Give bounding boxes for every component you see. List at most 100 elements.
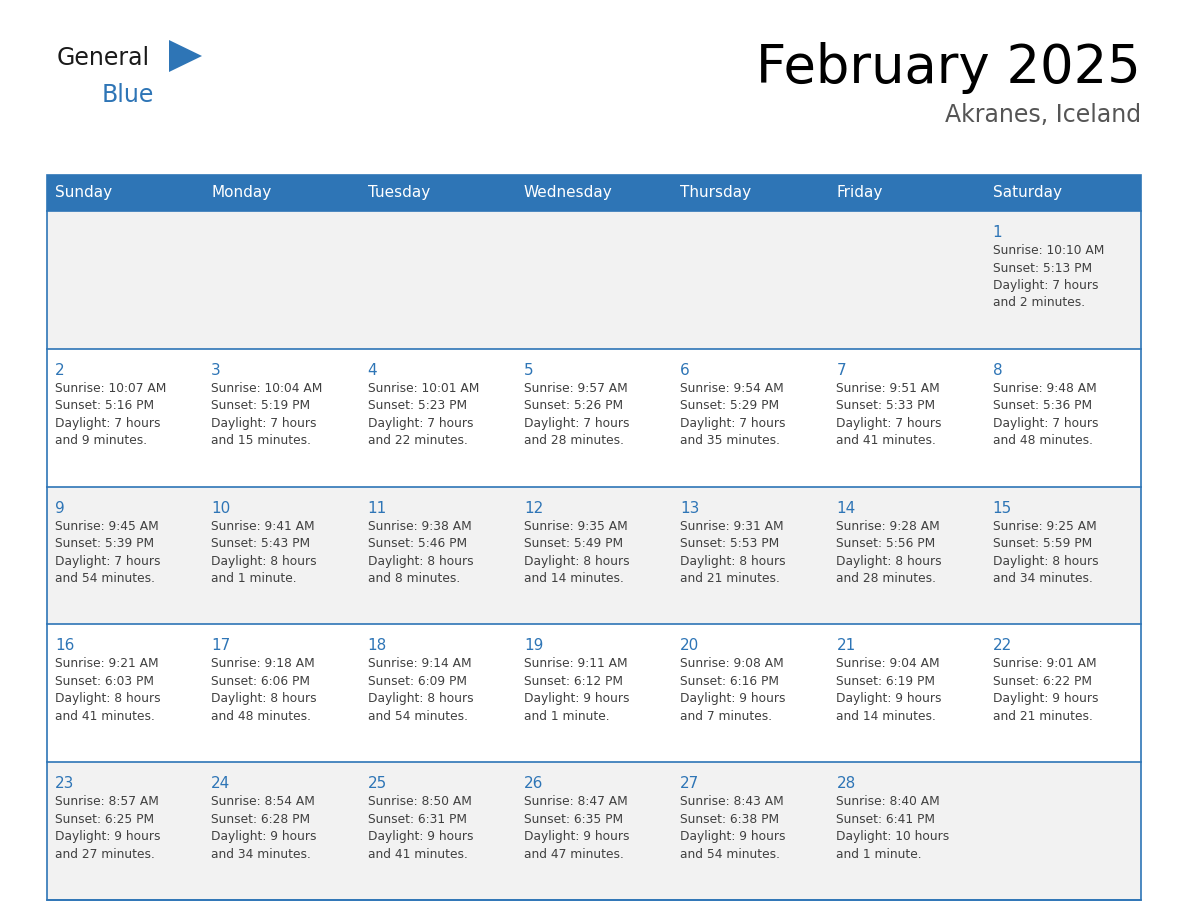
Text: Daylight: 7 hours: Daylight: 7 hours bbox=[524, 417, 630, 430]
Bar bbox=[360, 349, 516, 487]
Text: 1: 1 bbox=[993, 225, 1003, 240]
Text: Sunrise: 9:28 AM: Sunrise: 9:28 AM bbox=[836, 520, 940, 532]
Bar bbox=[672, 349, 828, 487]
Text: Sunset: 6:16 PM: Sunset: 6:16 PM bbox=[681, 675, 779, 688]
Text: Sunrise: 8:54 AM: Sunrise: 8:54 AM bbox=[211, 795, 315, 808]
Bar bbox=[672, 487, 828, 624]
Text: and 47 minutes.: and 47 minutes. bbox=[524, 847, 624, 861]
Text: Sunset: 6:31 PM: Sunset: 6:31 PM bbox=[367, 812, 467, 825]
Text: Wednesday: Wednesday bbox=[524, 185, 613, 200]
Bar bbox=[828, 762, 985, 900]
Text: Sunset: 5:59 PM: Sunset: 5:59 PM bbox=[993, 537, 1092, 550]
Bar bbox=[985, 211, 1140, 349]
Text: and 34 minutes.: and 34 minutes. bbox=[211, 847, 311, 861]
Text: Sunday: Sunday bbox=[55, 185, 112, 200]
Text: February 2025: February 2025 bbox=[757, 42, 1140, 94]
Text: 23: 23 bbox=[55, 777, 75, 791]
Text: and 41 minutes.: and 41 minutes. bbox=[367, 847, 467, 861]
Text: Sunset: 6:41 PM: Sunset: 6:41 PM bbox=[836, 812, 935, 825]
Text: and 27 minutes.: and 27 minutes. bbox=[55, 847, 154, 861]
Text: 6: 6 bbox=[681, 363, 690, 378]
Bar bbox=[828, 624, 985, 762]
Bar bbox=[985, 175, 1140, 211]
Text: Daylight: 8 hours: Daylight: 8 hours bbox=[524, 554, 630, 567]
Bar bbox=[203, 211, 360, 349]
Text: Daylight: 7 hours: Daylight: 7 hours bbox=[367, 417, 473, 430]
Text: 13: 13 bbox=[681, 500, 700, 516]
Text: Sunset: 5:29 PM: Sunset: 5:29 PM bbox=[681, 399, 779, 412]
Text: Daylight: 7 hours: Daylight: 7 hours bbox=[55, 417, 160, 430]
Bar bbox=[48, 175, 1140, 900]
Text: 14: 14 bbox=[836, 500, 855, 516]
Text: Daylight: 9 hours: Daylight: 9 hours bbox=[524, 692, 630, 705]
Bar bbox=[203, 349, 360, 487]
Text: Daylight: 8 hours: Daylight: 8 hours bbox=[367, 692, 473, 705]
Text: and 9 minutes.: and 9 minutes. bbox=[55, 434, 147, 447]
Text: Saturday: Saturday bbox=[993, 185, 1062, 200]
Bar bbox=[203, 624, 360, 762]
Bar bbox=[360, 762, 516, 900]
Bar bbox=[985, 349, 1140, 487]
Text: Daylight: 9 hours: Daylight: 9 hours bbox=[681, 692, 785, 705]
Text: Daylight: 7 hours: Daylight: 7 hours bbox=[993, 279, 1098, 292]
Text: Daylight: 9 hours: Daylight: 9 hours bbox=[524, 830, 630, 844]
Text: 15: 15 bbox=[993, 500, 1012, 516]
Text: Sunset: 6:38 PM: Sunset: 6:38 PM bbox=[681, 812, 779, 825]
Text: and 48 minutes.: and 48 minutes. bbox=[993, 434, 1093, 447]
Text: Sunrise: 9:41 AM: Sunrise: 9:41 AM bbox=[211, 520, 315, 532]
Text: Sunrise: 9:01 AM: Sunrise: 9:01 AM bbox=[993, 657, 1097, 670]
Text: Sunrise: 10:01 AM: Sunrise: 10:01 AM bbox=[367, 382, 479, 395]
Text: 24: 24 bbox=[211, 777, 230, 791]
Text: and 15 minutes.: and 15 minutes. bbox=[211, 434, 311, 447]
Text: and 54 minutes.: and 54 minutes. bbox=[681, 847, 781, 861]
Text: Friday: Friday bbox=[836, 185, 883, 200]
Text: Daylight: 7 hours: Daylight: 7 hours bbox=[681, 417, 785, 430]
Text: Daylight: 9 hours: Daylight: 9 hours bbox=[836, 692, 942, 705]
Text: Sunrise: 9:25 AM: Sunrise: 9:25 AM bbox=[993, 520, 1097, 532]
Text: Sunrise: 9:35 AM: Sunrise: 9:35 AM bbox=[524, 520, 627, 532]
Text: 2: 2 bbox=[55, 363, 64, 378]
Text: and 28 minutes.: and 28 minutes. bbox=[836, 572, 936, 585]
Text: Sunrise: 9:38 AM: Sunrise: 9:38 AM bbox=[367, 520, 472, 532]
Text: 5: 5 bbox=[524, 363, 533, 378]
Text: and 41 minutes.: and 41 minutes. bbox=[55, 710, 154, 722]
Text: Sunrise: 9:04 AM: Sunrise: 9:04 AM bbox=[836, 657, 940, 670]
Text: Daylight: 8 hours: Daylight: 8 hours bbox=[211, 692, 317, 705]
Bar bbox=[48, 762, 203, 900]
Bar bbox=[516, 349, 672, 487]
Text: Sunset: 5:16 PM: Sunset: 5:16 PM bbox=[55, 399, 154, 412]
Text: Sunrise: 9:11 AM: Sunrise: 9:11 AM bbox=[524, 657, 627, 670]
Bar bbox=[48, 349, 203, 487]
Text: Sunset: 5:33 PM: Sunset: 5:33 PM bbox=[836, 399, 936, 412]
Text: Sunrise: 8:40 AM: Sunrise: 8:40 AM bbox=[836, 795, 940, 808]
Text: Sunset: 6:28 PM: Sunset: 6:28 PM bbox=[211, 812, 310, 825]
Text: 22: 22 bbox=[993, 638, 1012, 654]
Text: Daylight: 9 hours: Daylight: 9 hours bbox=[681, 830, 785, 844]
Text: 26: 26 bbox=[524, 777, 543, 791]
Text: Daylight: 8 hours: Daylight: 8 hours bbox=[211, 554, 317, 567]
Text: 20: 20 bbox=[681, 638, 700, 654]
Text: 27: 27 bbox=[681, 777, 700, 791]
Bar bbox=[828, 349, 985, 487]
Text: Monday: Monday bbox=[211, 185, 272, 200]
Text: Daylight: 8 hours: Daylight: 8 hours bbox=[681, 554, 785, 567]
Text: and 1 minute.: and 1 minute. bbox=[836, 847, 922, 861]
Text: Sunset: 6:09 PM: Sunset: 6:09 PM bbox=[367, 675, 467, 688]
Bar bbox=[48, 211, 203, 349]
Text: and 8 minutes.: and 8 minutes. bbox=[367, 572, 460, 585]
Bar bbox=[672, 762, 828, 900]
Text: Sunrise: 9:14 AM: Sunrise: 9:14 AM bbox=[367, 657, 472, 670]
Text: 28: 28 bbox=[836, 777, 855, 791]
Bar bbox=[360, 175, 516, 211]
Bar bbox=[360, 211, 516, 349]
Text: Sunset: 5:19 PM: Sunset: 5:19 PM bbox=[211, 399, 310, 412]
Bar bbox=[985, 624, 1140, 762]
Text: Daylight: 8 hours: Daylight: 8 hours bbox=[993, 554, 1099, 567]
Text: 16: 16 bbox=[55, 638, 75, 654]
Text: Sunset: 5:56 PM: Sunset: 5:56 PM bbox=[836, 537, 936, 550]
Text: Daylight: 9 hours: Daylight: 9 hours bbox=[55, 830, 160, 844]
Text: Sunrise: 9:08 AM: Sunrise: 9:08 AM bbox=[681, 657, 784, 670]
Text: Sunset: 6:12 PM: Sunset: 6:12 PM bbox=[524, 675, 623, 688]
Text: 19: 19 bbox=[524, 638, 543, 654]
Text: Sunset: 5:43 PM: Sunset: 5:43 PM bbox=[211, 537, 310, 550]
